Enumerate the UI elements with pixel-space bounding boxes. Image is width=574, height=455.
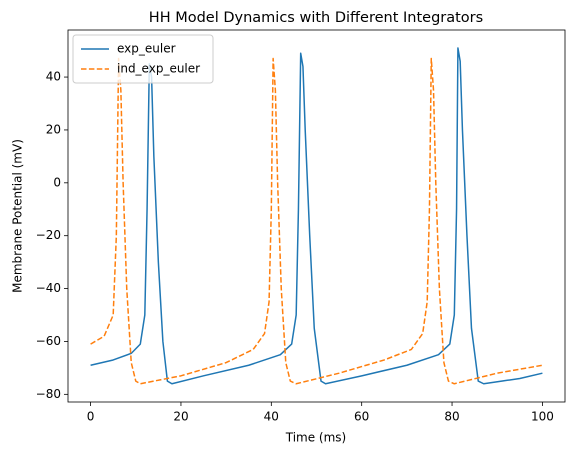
legend-label: ind_exp_euler (117, 62, 200, 76)
x-tick-label: 40 (264, 410, 279, 424)
y-tick-label: 20 (46, 122, 61, 136)
chart-title: HH Model Dynamics with Different Integra… (149, 10, 483, 26)
y-axis-label: Membrane Potential (mV) (11, 139, 25, 293)
x-axis-label: Time (ms) (285, 431, 347, 445)
y-tick-label: −40 (36, 281, 61, 295)
x-tick-label: 60 (354, 410, 369, 424)
plot-area (67, 29, 566, 403)
y-tick-label: 0 (53, 175, 61, 189)
x-tick-label: 20 (173, 410, 188, 424)
y-tick-label: 40 (46, 70, 61, 84)
x-tick-label: 80 (444, 410, 459, 424)
x-tick-label: 100 (531, 410, 554, 424)
y-tick-label: −20 (36, 228, 61, 242)
y-tick-label: −80 (36, 387, 61, 401)
series-line (90, 57, 543, 385)
y-tick-label: −60 (36, 334, 61, 348)
legend-box (72, 34, 214, 84)
series-line (90, 47, 543, 385)
legend-label: exp_euler (117, 42, 176, 56)
x-tick-label: 0 (87, 410, 95, 424)
